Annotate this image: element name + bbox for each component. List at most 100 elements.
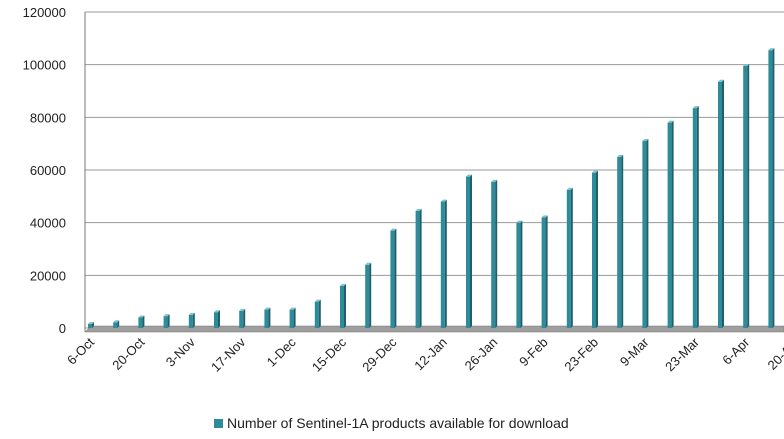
bar-top [88,322,94,325]
bar [541,215,548,328]
bar [491,179,498,328]
bar-side [117,320,120,328]
bar-side [596,170,598,328]
bar-front [264,309,269,328]
bar [566,187,573,328]
bar [768,48,775,328]
bar-front [566,189,571,328]
bar-top [440,199,447,202]
bar-top [113,320,120,323]
bar-top [466,174,472,177]
bar-front [642,141,647,328]
bar [592,170,598,328]
x-tick-label: 17-Nov [208,334,249,375]
bar-side [318,299,321,328]
bar [692,106,699,328]
bar-front [88,324,92,328]
bar-side [218,310,220,328]
bar-front [541,217,546,328]
bar [239,308,246,328]
bar-side [747,63,750,328]
bar-side [520,220,523,328]
bar-side [192,312,195,328]
bar [743,63,750,328]
bar-top [340,283,346,286]
bar-top [566,187,573,190]
bar-top [617,154,624,157]
bar-top [390,228,397,231]
bar-top [138,315,145,318]
bar-front [718,81,722,329]
bar-side [470,174,472,328]
bar-top [314,299,321,302]
x-tick-label: 23-Feb [561,335,601,375]
bar-side [772,48,775,328]
bar-side [570,187,573,328]
bar-front [188,314,193,328]
y-tick-labels: 0 20000 40000 60000 80000 100000 120000 [23,5,66,336]
legend: Number of Sentinel-1A products available… [214,415,569,431]
x-tick-label: 6-Oct [64,334,97,367]
bar-side [167,314,170,328]
bar-top [289,307,296,310]
bar-front [516,222,521,328]
bar [340,283,346,328]
bar-side [243,308,246,328]
bar-side [722,79,724,329]
bar-front [667,122,672,328]
bar [390,228,397,328]
x-tick-label: 23-Mar [662,334,702,374]
x-tick-label: 6-Apr [719,334,753,368]
x-tick-label: 1-Dec [264,334,299,369]
bar-front [214,312,218,328]
x-tick-label: 12-Jan [411,335,450,374]
y-tick-label: 120000 [23,5,66,20]
bar-front [365,264,370,328]
bar [88,322,94,328]
bar [163,314,170,328]
bar-front [617,156,622,328]
bar-front [491,181,496,328]
bar-side [293,307,296,328]
bar-top [214,310,220,313]
legend-swatch [214,418,223,428]
bar-side [696,106,699,328]
bar-front [592,172,596,328]
bar-top [264,307,271,310]
bar [113,320,120,328]
gridlines [85,11,784,329]
bar-front [440,201,445,328]
bar [617,154,624,328]
bar-top [743,63,750,66]
bar-side [142,315,145,328]
y-tick-label: 100000 [23,58,66,73]
y-tick-label: 60000 [30,163,66,178]
bar [667,120,674,328]
bar-front [113,322,118,328]
bar-top [188,312,195,315]
legend-label: Number of Sentinel-1A products available… [227,415,569,431]
bar-top [692,106,699,109]
bar-side [394,228,397,328]
bar-front [768,50,773,328]
x-tick-label: 15-Dec [309,334,350,375]
bar-series [88,48,775,329]
bar-top [163,314,170,317]
bar-side [545,215,548,328]
bar-front [692,108,697,328]
bar [642,139,649,328]
bar-top [239,308,246,311]
bar-front [415,210,420,328]
bar-side [495,179,498,328]
x-tick-label: 29-Dec [359,334,400,375]
bar [138,315,145,328]
x-tick-label: 20-Apr [765,334,784,373]
y-tick-label: 0 [59,321,66,336]
bar-top [592,170,598,173]
bar [188,312,195,328]
bar-front [340,285,344,328]
bar-top [667,120,674,123]
bar-side [268,307,271,328]
x-tick-labels: 6-Oct 20-Oct 3-Nov 17-Nov 1-Dec 15-Dec 29-Dec 1… [64,334,784,375]
